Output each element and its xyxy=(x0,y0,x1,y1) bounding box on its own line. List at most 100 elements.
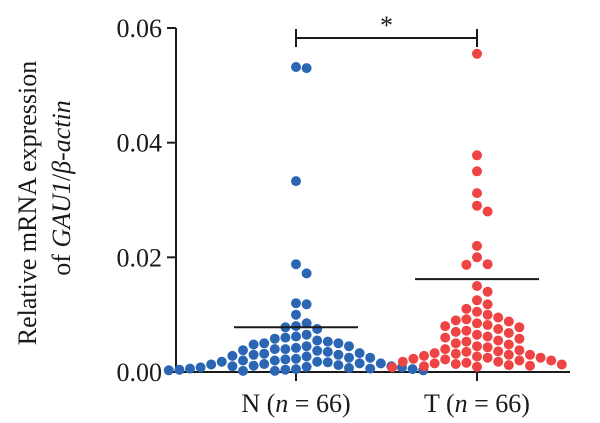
data-point-N xyxy=(301,63,312,74)
data-point-T xyxy=(482,206,493,217)
data-point-N xyxy=(227,361,238,372)
data-point-T xyxy=(472,48,482,59)
data-point-N xyxy=(375,358,386,369)
data-point-N xyxy=(333,338,344,349)
data-point-T xyxy=(397,356,408,367)
data-point-N xyxy=(163,365,174,376)
data-point-T xyxy=(472,351,482,362)
data-point-N xyxy=(322,357,333,368)
y-axis-label-line1: Relative mRNA expression xyxy=(13,61,42,346)
data-point-T xyxy=(503,360,514,371)
data-point-N xyxy=(301,299,312,310)
data-point-N xyxy=(259,348,270,359)
data-point-N xyxy=(312,324,323,334)
data-point-N xyxy=(185,363,195,374)
data-point-T xyxy=(429,358,440,369)
data-point-N xyxy=(280,354,291,365)
data-point-N xyxy=(291,364,301,375)
data-point-T xyxy=(472,166,482,177)
data-point-T xyxy=(450,338,461,349)
data-point-N xyxy=(322,336,333,347)
data-point-N xyxy=(354,358,365,369)
data-point-N xyxy=(248,339,259,350)
data-point-T xyxy=(493,312,504,323)
y-axis-label-line2: of GAU1/β-actin xyxy=(47,100,76,275)
data-point-N xyxy=(291,176,301,187)
y-tick-label: 0.02 xyxy=(117,243,163,272)
data-point-T xyxy=(503,328,514,338)
data-point-N xyxy=(227,350,238,361)
data-point-T xyxy=(472,240,482,251)
data-point-N xyxy=(238,355,248,366)
data-point-T xyxy=(461,303,472,314)
data-point-N xyxy=(291,298,301,309)
data-point-N xyxy=(269,365,280,376)
data-point-N xyxy=(195,362,206,373)
data-point-T xyxy=(472,341,482,352)
y-axis: 0.00 0.02 0.04 0.06 xyxy=(117,14,177,387)
data-point-T xyxy=(461,259,472,270)
data-point-N xyxy=(238,345,248,356)
data-point-T xyxy=(514,333,525,344)
data-point-N xyxy=(280,332,291,343)
data-point-T xyxy=(514,345,525,356)
data-point-N xyxy=(312,356,323,367)
data-point-T xyxy=(461,325,472,336)
data-point-T xyxy=(461,357,472,368)
data-point-N xyxy=(216,356,227,367)
data-point-T xyxy=(493,356,504,367)
data-points xyxy=(163,48,567,376)
data-point-N xyxy=(301,329,312,340)
data-point-N xyxy=(291,353,301,364)
data-point-N xyxy=(344,341,354,352)
data-point-T xyxy=(482,320,493,330)
data-point-T xyxy=(461,314,472,325)
data-point-T xyxy=(525,349,535,360)
data-point-T xyxy=(525,360,535,371)
data-point-N xyxy=(312,335,323,346)
data-point-T xyxy=(546,355,557,366)
data-point-N xyxy=(174,364,185,375)
data-point-N xyxy=(301,351,312,362)
data-point-N xyxy=(365,352,376,363)
data-point-N xyxy=(206,359,217,370)
data-point-T xyxy=(472,281,482,291)
data-point-T xyxy=(503,316,514,327)
data-point-T xyxy=(493,346,504,357)
x-tick-label-T: T (n = 66) xyxy=(424,389,530,418)
data-point-N xyxy=(301,268,312,279)
data-point-N xyxy=(354,348,365,359)
data-point-T xyxy=(419,361,429,372)
data-point-N xyxy=(291,309,301,320)
data-point-T xyxy=(472,295,482,306)
data-point-N xyxy=(269,344,280,355)
data-point-N xyxy=(291,62,301,72)
significance-star: * xyxy=(380,11,393,40)
data-point-T xyxy=(450,348,461,359)
data-point-T xyxy=(440,344,451,355)
data-point-T xyxy=(472,318,482,329)
y-tick-label: 0.04 xyxy=(117,129,163,158)
data-point-T xyxy=(535,352,546,363)
data-point-N xyxy=(322,346,333,357)
data-point-T xyxy=(493,335,504,346)
data-point-T xyxy=(408,353,419,364)
data-point-N xyxy=(301,361,312,372)
data-point-N xyxy=(365,363,376,374)
data-point-N xyxy=(333,360,344,371)
data-point-T xyxy=(450,326,461,337)
data-point-N xyxy=(291,342,301,353)
data-point-N xyxy=(280,344,291,355)
data-point-T xyxy=(472,252,482,263)
data-point-N xyxy=(344,363,354,373)
data-point-T xyxy=(450,315,461,326)
data-point-N xyxy=(280,364,291,375)
x-axis xyxy=(176,371,570,381)
data-point-T xyxy=(472,188,482,199)
data-point-T xyxy=(472,200,482,211)
data-point-T xyxy=(514,355,525,366)
data-point-T xyxy=(482,299,493,310)
data-point-T xyxy=(503,339,514,350)
y-tick-label: 0.06 xyxy=(117,14,163,43)
